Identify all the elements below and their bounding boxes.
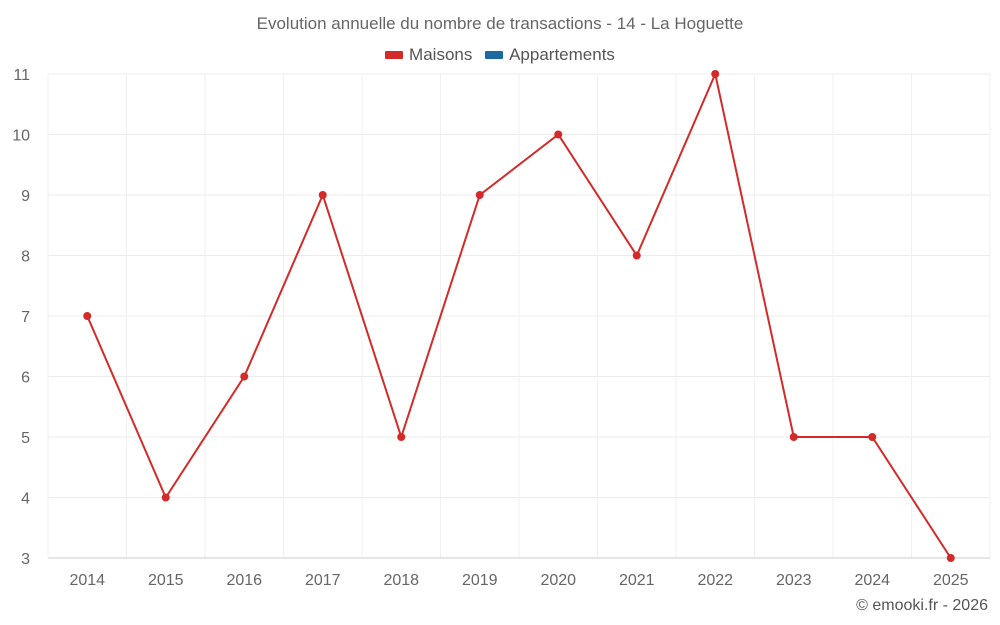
data-point — [475, 191, 484, 199]
y-tick-label: 11 — [13, 67, 30, 84]
data-point — [632, 251, 641, 260]
data-point — [789, 433, 798, 441]
x-tick-label: 2020 — [540, 572, 576, 589]
y-tick-label: 7 — [21, 309, 30, 326]
y-tick-label: 10 — [12, 128, 30, 145]
x-tick-label: 2017 — [305, 572, 341, 589]
data-point — [83, 312, 92, 320]
y-tick-label: 5 — [21, 430, 30, 447]
y-tick-label: 4 — [21, 491, 30, 508]
y-tick-label: 3 — [21, 551, 30, 568]
chart-title: Evolution annuelle du nombre de transact… — [256, 14, 744, 33]
legend-label-maisons: Maisons — [409, 45, 473, 64]
x-tick-label: 2021 — [619, 572, 655, 589]
x-tick-label: 2023 — [776, 572, 812, 589]
legend-swatch-appartements — [485, 51, 504, 59]
data-point — [554, 130, 563, 139]
legend: Maisons Appartements — [0, 44, 1000, 65]
data-point — [161, 493, 170, 502]
data-point — [868, 433, 877, 441]
data-point — [946, 554, 955, 562]
legend-label-appartements: Appartements — [509, 45, 615, 64]
data-point — [318, 191, 327, 199]
y-tick-label: 6 — [21, 370, 30, 387]
x-tick-label: 2016 — [226, 572, 262, 589]
x-tick-label: 2025 — [933, 572, 969, 589]
series-line-maisons — [86, 70, 952, 559]
x-tick-label: 2014 — [69, 572, 105, 589]
credit-text: © emooki.fr - 2026 — [856, 597, 988, 614]
y-tick-label: 9 — [21, 188, 30, 205]
x-tick-label: 2019 — [462, 572, 498, 589]
legend-item-maisons[interactable]: Maisons — [385, 45, 472, 65]
legend-swatch-maisons — [385, 51, 404, 59]
legend-item-appartements[interactable]: Appartements — [485, 45, 615, 65]
data-point — [397, 433, 406, 441]
data-point — [711, 70, 720, 78]
x-tick-label: 2015 — [148, 572, 184, 589]
x-tick-label: 2018 — [383, 572, 419, 589]
x-tick-label: 2024 — [854, 572, 890, 589]
data-point — [240, 372, 249, 381]
y-tick-label: 8 — [21, 249, 30, 266]
x-tick-label: 2022 — [697, 572, 733, 589]
